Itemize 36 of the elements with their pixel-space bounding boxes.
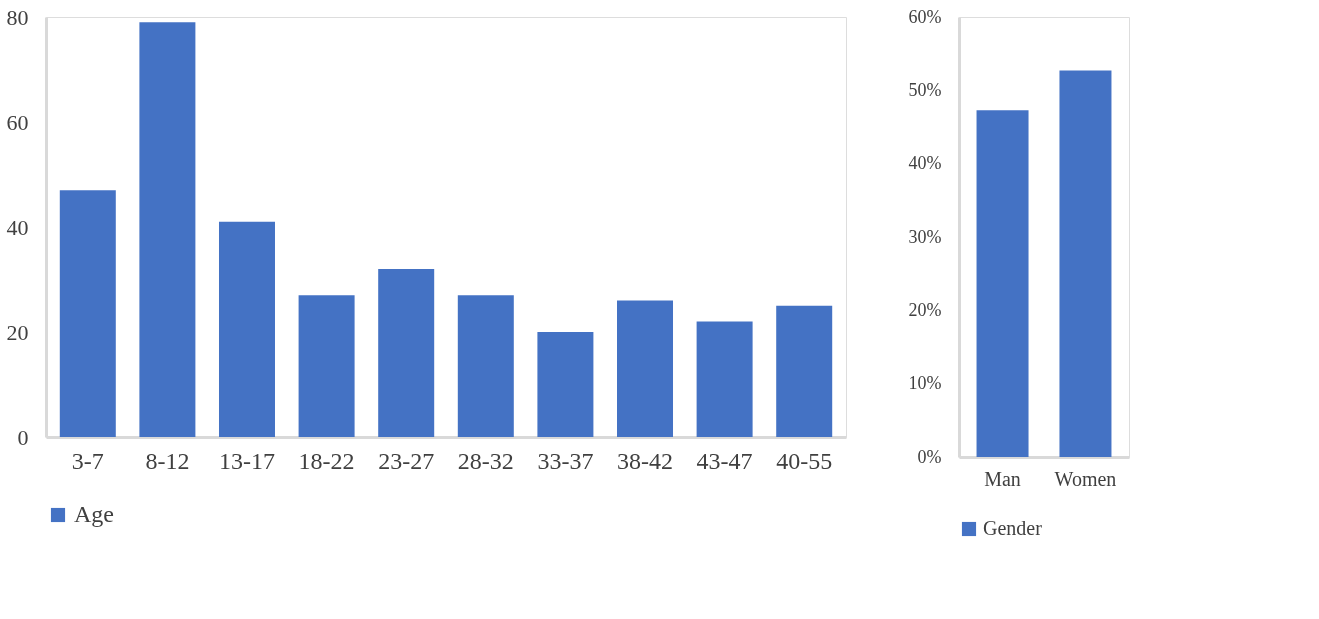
bar [696, 321, 753, 437]
x-tick-label: 23-27 [378, 447, 435, 474]
x-tick-label: 40-55 [776, 447, 833, 474]
x-tick-label: 3-7 [71, 447, 104, 474]
bar [298, 295, 355, 437]
y-tick-label: 10% [908, 373, 942, 394]
y-tick-label: 80 [6, 4, 29, 30]
y-tick-label: 40% [908, 153, 942, 174]
y-tick-label: 60% [908, 6, 942, 27]
x-tick-label: Women [1054, 467, 1117, 490]
bar [617, 300, 673, 437]
x-tick-label: 43-47 [696, 447, 753, 474]
bar [457, 295, 514, 437]
bar [776, 305, 833, 437]
legend-label: Age [74, 501, 114, 527]
y-tick-label: 0% [917, 446, 942, 467]
x-tick-label: 28-32 [457, 447, 514, 474]
y-tick-label: 60 [6, 109, 29, 135]
x-tick-label: 18-22 [298, 447, 355, 474]
bar [378, 269, 435, 437]
bar [219, 221, 275, 437]
bar [537, 332, 594, 437]
y-tick-label: 20% [908, 299, 942, 320]
x-tick-label: 13-17 [219, 447, 275, 474]
bar [139, 22, 196, 437]
y-tick-label: 40 [6, 214, 29, 240]
x-tick-label: 38-42 [617, 447, 674, 474]
bar [59, 190, 116, 437]
y-tick-label: 0 [17, 424, 29, 450]
y-tick-label: 20 [6, 319, 29, 345]
x-tick-label: 33-37 [537, 447, 594, 474]
y-tick-label: 30% [908, 226, 942, 247]
x-tick-label: Man [984, 467, 1021, 490]
y-tick-label: 50% [908, 79, 942, 100]
x-tick-label: 8-12 [145, 447, 190, 474]
legend-label: Gender [983, 517, 1043, 539]
